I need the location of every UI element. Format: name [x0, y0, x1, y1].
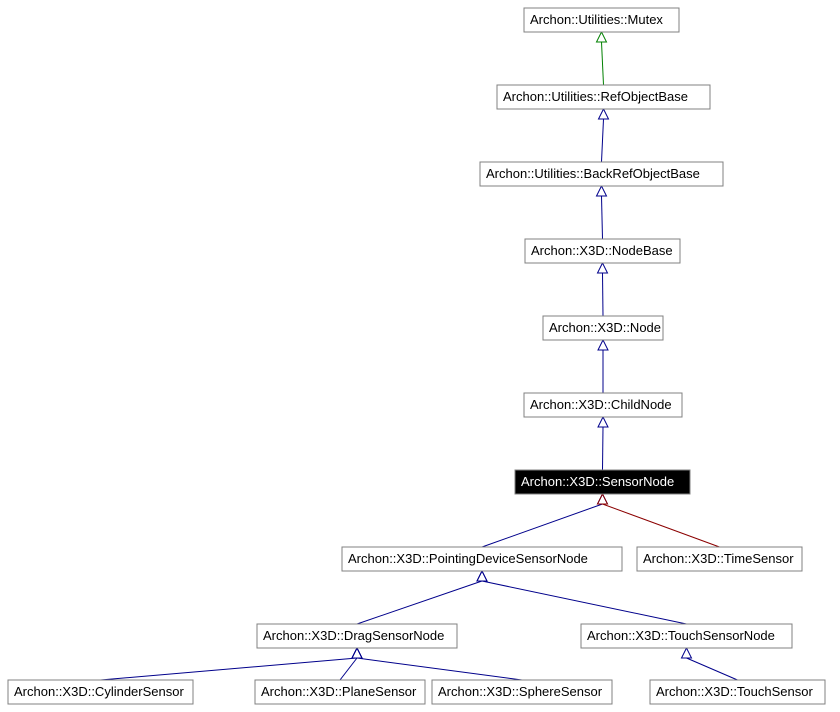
- class-node-label: Archon::X3D::SensorNode: [521, 474, 674, 489]
- inheritance-arrowhead: [352, 648, 362, 658]
- class-node-label: Archon::X3D::ChildNode: [530, 397, 672, 412]
- class-node[interactable]: Archon::X3D::TimeSensor: [637, 547, 802, 571]
- inheritance-edge: [357, 581, 482, 624]
- class-node[interactable]: Archon::X3D::TouchSensorNode: [581, 624, 792, 648]
- class-node[interactable]: Archon::X3D::PlaneSensor: [255, 680, 425, 704]
- inheritance-arrowhead: [352, 648, 362, 658]
- class-node-label: Archon::X3D::TouchSensor: [656, 684, 813, 699]
- inheritance-arrowhead: [352, 648, 362, 658]
- class-node-label: Archon::X3D::TouchSensorNode: [587, 628, 775, 643]
- class-node[interactable]: Archon::X3D::DragSensorNode: [257, 624, 457, 648]
- class-node[interactable]: Archon::X3D::SphereSensor: [432, 680, 612, 704]
- inheritance-arrowhead: [598, 263, 608, 273]
- class-node[interactable]: Archon::X3D::TouchSensor: [650, 680, 825, 704]
- inheritance-arrowhead: [598, 494, 608, 504]
- inheritance-edge: [687, 658, 738, 680]
- inheritance-edge: [340, 658, 357, 680]
- class-node[interactable]: Archon::X3D::CylinderSensor: [8, 680, 193, 704]
- inheritance-arrowhead: [598, 417, 608, 427]
- inheritance-edge: [482, 504, 603, 547]
- class-node-label: Archon::Utilities::Mutex: [530, 12, 663, 27]
- inheritance-edge: [603, 273, 604, 316]
- class-node[interactable]: Archon::Utilities::Mutex: [524, 8, 679, 32]
- class-node-label: Archon::X3D::PlaneSensor: [261, 684, 417, 699]
- class-node[interactable]: Archon::X3D::NodeBase: [525, 239, 680, 263]
- class-node-label: Archon::Utilities::RefObjectBase: [503, 89, 688, 104]
- inheritance-diagram: Archon::Utilities::MutexArchon::Utilitie…: [0, 0, 840, 712]
- class-node[interactable]: Archon::Utilities::BackRefObjectBase: [480, 162, 723, 186]
- class-node[interactable]: Archon::X3D::SensorNode: [515, 470, 690, 494]
- inheritance-edge: [482, 581, 687, 624]
- class-node-label: Archon::X3D::PointingDeviceSensorNode: [348, 551, 588, 566]
- inheritance-arrowhead: [682, 648, 692, 658]
- class-node-label: Archon::X3D::Node: [549, 320, 661, 335]
- inheritance-arrowhead: [597, 186, 607, 196]
- class-node[interactable]: Archon::X3D::PointingDeviceSensorNode: [342, 547, 622, 571]
- inheritance-edge: [101, 658, 358, 680]
- class-node-label: Archon::Utilities::BackRefObjectBase: [486, 166, 700, 181]
- inheritance-arrowhead: [477, 571, 487, 581]
- class-node[interactable]: Archon::X3D::Node: [543, 316, 663, 340]
- inheritance-edge: [602, 119, 604, 162]
- class-node-label: Archon::X3D::DragSensorNode: [263, 628, 444, 643]
- inheritance-arrowhead: [599, 109, 609, 119]
- inheritance-arrowhead: [598, 340, 608, 350]
- inheritance-arrowhead: [477, 571, 487, 581]
- class-node-label: Archon::X3D::NodeBase: [531, 243, 673, 258]
- class-node[interactable]: Archon::Utilities::RefObjectBase: [497, 85, 710, 109]
- inheritance-edge: [602, 42, 604, 85]
- inheritance-arrowhead: [597, 32, 607, 42]
- inheritance-edge: [603, 427, 604, 470]
- class-node-label: Archon::X3D::CylinderSensor: [14, 684, 184, 699]
- inheritance-edge: [357, 658, 522, 680]
- inheritance-arrowhead: [598, 494, 608, 504]
- inheritance-edge: [602, 196, 603, 239]
- inheritance-edge: [603, 504, 720, 547]
- class-node-label: Archon::X3D::SphereSensor: [438, 684, 603, 699]
- class-node-label: Archon::X3D::TimeSensor: [643, 551, 794, 566]
- class-node[interactable]: Archon::X3D::ChildNode: [524, 393, 682, 417]
